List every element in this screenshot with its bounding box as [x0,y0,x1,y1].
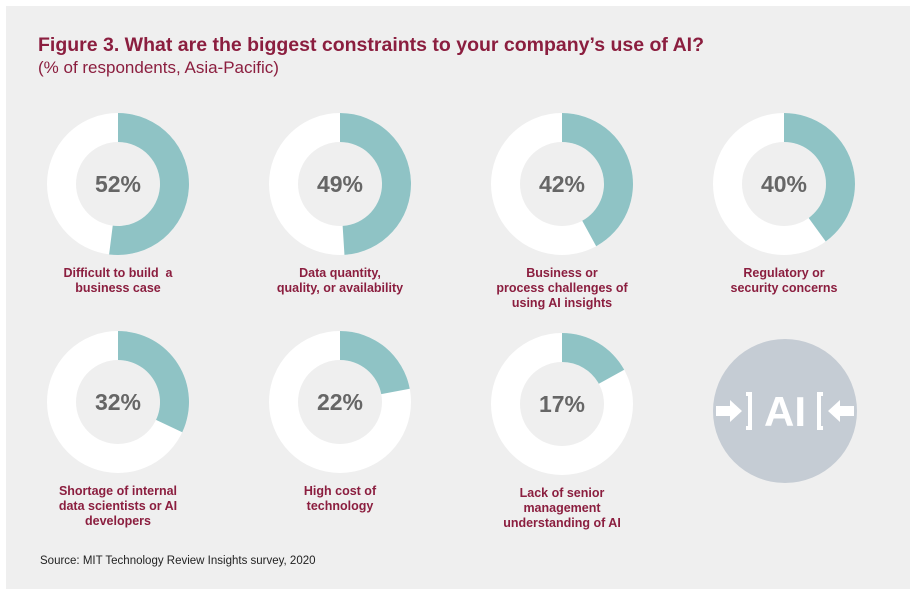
ai-badge-circle [713,339,857,483]
donut-label-line: Data quantity, [299,266,381,280]
donut-label-line: Business or [526,266,598,280]
donut-slice [784,113,855,242]
donut-label-line: developers [84,514,151,528]
donut-chart: 22% [269,331,411,473]
right-arrow-icon [828,400,854,422]
donut-label-line: Difficult to build a [63,266,173,280]
donut-value-label: 52% [95,171,141,197]
donut-slice [118,331,189,433]
donut-value-label: 17% [539,391,585,417]
donut-slice [340,331,410,395]
donut-value-label: 32% [95,389,141,415]
donut-tile: 17% Lack of senior management understanding… [462,332,662,531]
donut-value-label: 22% [317,389,363,415]
donut-slice [562,333,625,384]
donut-tile: 52% Difficult to build a business case [18,112,218,296]
donut-category-label: Difficult to build a business case [18,266,218,296]
donut-category-label: Shortage of internal data scientists or A… [18,484,218,529]
donut-tile: 40% Regulatory or security concerns [684,112,884,296]
donut-label-line: security concerns [730,281,838,295]
donut-category-label: Data quantity, quality, or availability [240,266,440,296]
donut-label-line: Regulatory or [743,266,825,280]
donut-label-line: technology [306,499,374,513]
ai-badge: AI [712,338,858,489]
right-bracket-icon [817,392,823,430]
donut-value-label: 42% [539,171,585,197]
donut-chart: 42% [491,113,633,255]
donut-slice [562,113,633,247]
donut-label-line: data scientists or AI [58,499,178,513]
donut-chart: 52% [47,113,189,255]
donut-slice [109,113,189,255]
donut-tile: 32% Shortage of internal data scientists o… [18,330,218,529]
figure-panel [6,6,910,589]
left-arrow-icon [716,400,742,422]
donut-slice [340,113,411,255]
donut-label-line: Shortage of internal [58,484,178,498]
donut-chart: 49% [269,113,411,255]
donut-chart: 40% [713,113,855,255]
donut-value-label: 49% [317,171,363,197]
donut-category-label: High cost of technology [240,484,440,514]
donut-tile: 49% Data quantity, quality, or availabilit… [240,112,440,296]
figure-subtitle: (% of respondents, Asia-Pacific) [38,58,279,77]
donut-label-line: using AI insights [511,296,613,310]
left-bracket-icon [746,392,752,430]
donut-label-line: business case [75,281,161,295]
donut-category-label: Lack of senior management understanding of… [462,486,662,531]
donut-label-line: understanding of AI [503,516,621,530]
donut-label-line: Lack of senior [519,486,605,500]
ai-arrows-icon: AI [713,339,857,483]
donut-chart: 17% [491,333,633,475]
donut-category-label: Business or process challenges of using AI… [462,266,662,311]
donut-label-line: High cost of [303,484,377,498]
donut-label-line: process challenges of [496,281,628,295]
donut-label-line: quality, or availability [276,281,404,295]
donut-tile: 22% High cost of technology [240,330,440,514]
donut-value-label: 40% [761,171,807,197]
figure-title: Figure 3. What are the biggest constrain… [38,34,704,56]
donut-chart: 32% [47,331,189,473]
donut-tile: 42% Business or process challenges of using… [462,112,662,311]
donut-category-label: Regulatory or security concerns [684,266,884,296]
donut-label-line: management [523,501,601,515]
source-note: Source: MIT Technology Review Insights s… [40,555,316,567]
ai-badge-text: AI [764,388,806,435]
